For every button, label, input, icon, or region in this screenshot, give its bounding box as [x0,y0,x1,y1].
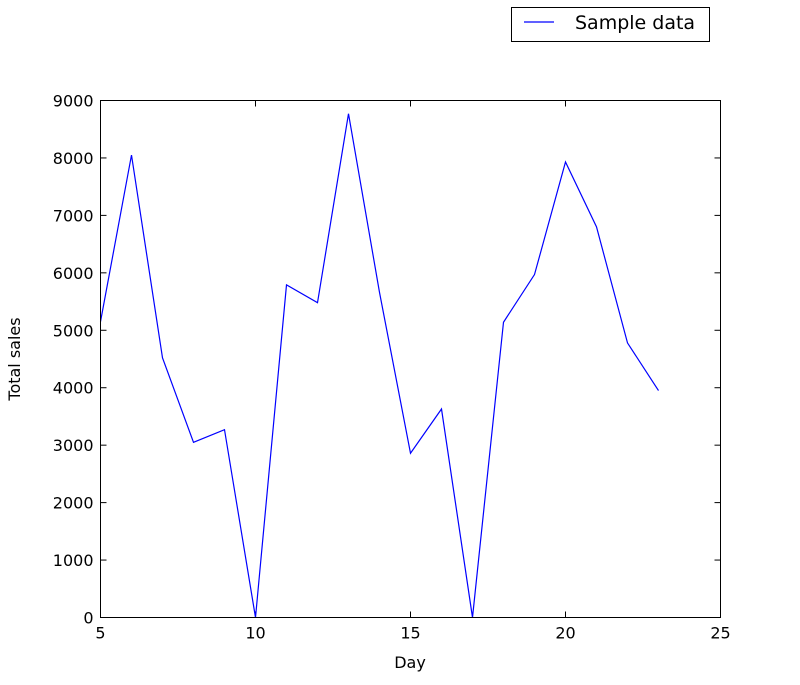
legend: Sample data [511,7,710,42]
x-axis-ticks: 5 10 15 20 25 [95,100,731,643]
x-tick-label: 10 [245,624,265,643]
x-axis-label: Day [394,653,426,672]
series-layer [99,113,660,618]
y-tick-label: 0 [83,609,93,628]
y-tick-label: 2000 [53,494,94,513]
legend-label: Sample data [575,12,695,34]
x-tick-label: 25 [710,624,730,643]
series-line [99,113,660,618]
y-tick-label: 4000 [53,379,94,398]
y-tick-label: 3000 [53,436,94,455]
y-tick-label: 6000 [53,264,94,283]
x-tick-label: 15 [400,624,420,643]
x-tick-label: 5 [95,624,105,643]
y-tick-label: 7000 [53,206,94,225]
plot-area-frame [100,100,721,618]
y-tick-label: 9000 [53,92,94,111]
y-tick-label: 5000 [53,321,94,340]
x-tick-label: 20 [555,624,575,643]
y-axis-label: Total sales [5,317,24,401]
y-axis-ticks: 0 1000 2000 3000 4000 5000 6000 7000 8000 9000 [53,92,721,628]
y-tick-label: 8000 [53,149,94,168]
y-tick-label: 1000 [53,551,94,570]
legend-box [511,7,710,42]
